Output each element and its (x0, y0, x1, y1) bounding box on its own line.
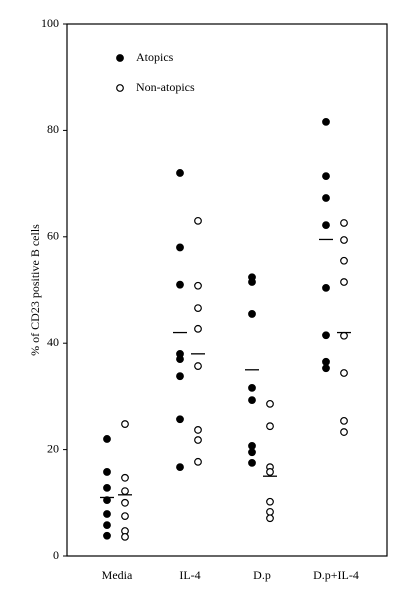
dot (248, 441, 256, 450)
dot (340, 219, 348, 227)
dot (121, 498, 129, 507)
dot (266, 514, 274, 523)
x-tick-label: IL-4 (179, 568, 200, 582)
dot (176, 463, 184, 472)
dot (322, 283, 330, 292)
dot (121, 487, 129, 495)
dot (176, 280, 184, 289)
dot (121, 420, 129, 428)
dot (176, 355, 184, 364)
y-tick-label: 20 (47, 441, 59, 455)
dot (103, 531, 111, 540)
dot (340, 236, 348, 244)
dot (194, 426, 202, 434)
dot (248, 459, 256, 467)
y-tick-label: 100 (41, 16, 59, 30)
dot (194, 362, 202, 370)
dot (322, 364, 330, 373)
dot (176, 243, 184, 252)
dot (248, 383, 256, 392)
dot (340, 278, 348, 286)
dot (248, 448, 256, 457)
x-tick-label: Media (102, 568, 133, 582)
dot (103, 510, 111, 518)
plot-frame (66, 23, 388, 557)
dot (194, 457, 202, 466)
dot (194, 304, 202, 312)
dot (340, 369, 348, 377)
legend-label: Non-atopics (136, 80, 195, 94)
dot (248, 310, 256, 318)
dot (322, 357, 330, 366)
y-tick-label: 40 (47, 335, 59, 349)
legend-marker (116, 54, 124, 62)
dot (266, 507, 274, 516)
y-axis-label: % of CD23 positive B cells (28, 224, 42, 356)
dot (322, 221, 330, 229)
dot (176, 372, 184, 381)
dot (194, 216, 202, 225)
dot (322, 331, 330, 340)
dot (340, 416, 348, 425)
dot (176, 169, 184, 177)
dot (322, 172, 330, 181)
dot (194, 281, 202, 290)
dot (322, 117, 330, 126)
dot (266, 422, 274, 431)
y-tick-label: 0 (53, 548, 59, 562)
dot (103, 468, 111, 476)
dot (266, 399, 274, 408)
legend-marker (116, 84, 124, 92)
dot (340, 331, 348, 340)
dot (121, 473, 129, 482)
dot (121, 512, 129, 520)
dot (103, 521, 111, 530)
dot (248, 396, 256, 405)
y-tick-label: 80 (47, 122, 59, 136)
dot (176, 415, 184, 424)
dot (340, 428, 348, 436)
dot (266, 468, 274, 476)
dot (103, 435, 111, 443)
dot (266, 497, 274, 506)
dot (194, 324, 202, 333)
dot (322, 194, 330, 202)
dot (248, 278, 256, 286)
x-tick-label: D.p (253, 568, 271, 582)
y-tick-label: 60 (47, 229, 59, 243)
dot (121, 532, 129, 541)
legend-label: Atopics (136, 50, 174, 64)
dot (340, 256, 348, 265)
dot (103, 484, 111, 492)
x-tick-label: D.p+IL-4 (313, 568, 359, 582)
dot (194, 436, 202, 444)
